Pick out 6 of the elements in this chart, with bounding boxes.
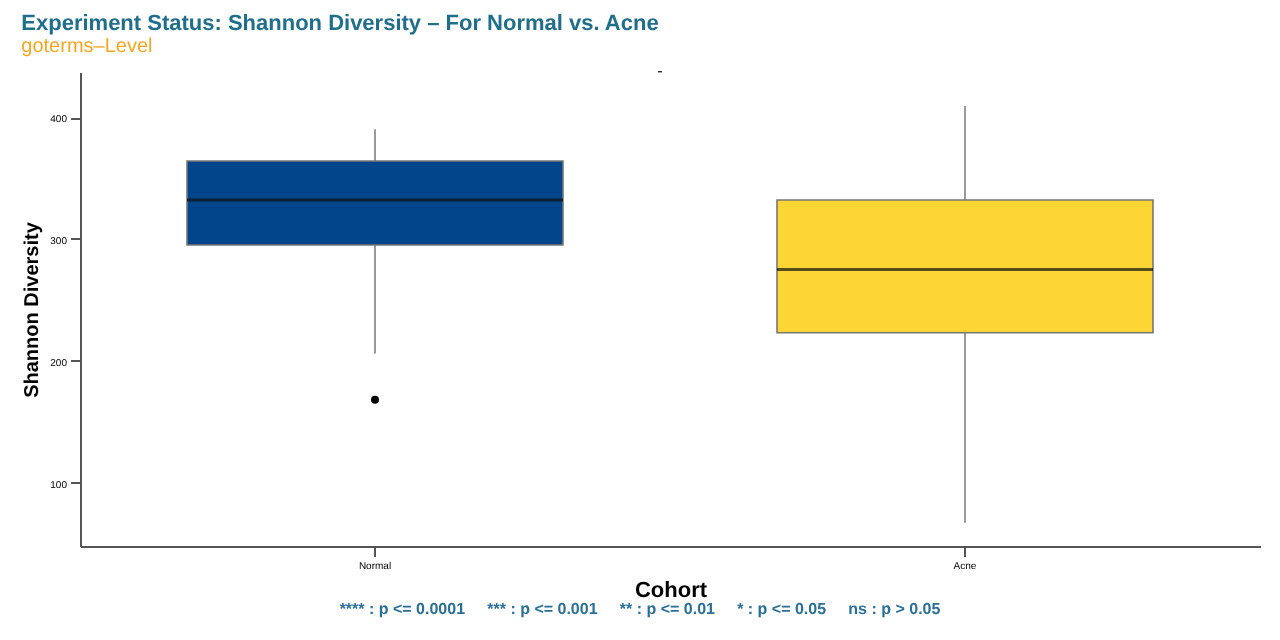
- annotation: -: [657, 62, 664, 80]
- chart-title: Experiment Status: Shannon Diversity – For Normal vs. Acne: [21, 12, 659, 36]
- chart-subtitle: goterms–Level: [21, 36, 153, 58]
- y-axis-title: Shannon Diversity: [22, 221, 45, 398]
- text: **** : p <= 0.0001 *** : p <= 0.001 ** : p <= 0.01 * : p <= 0.05 ns : p > 0.05: [337, 600, 943, 618]
- x-axis-title: Cohort: [634, 579, 708, 603]
